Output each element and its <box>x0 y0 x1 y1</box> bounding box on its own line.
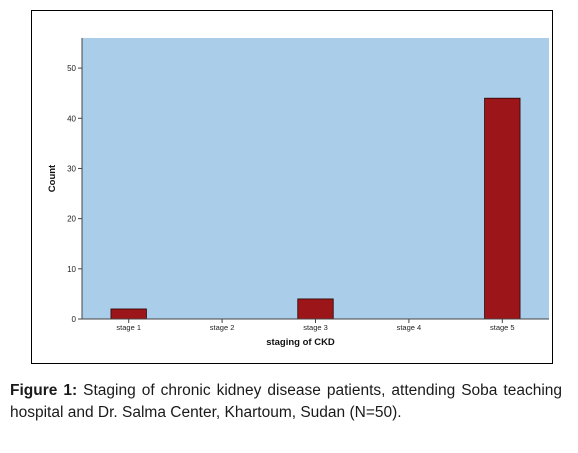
x-axis-title: staging of CKD <box>266 337 335 348</box>
y-tick-label: 30 <box>67 164 76 173</box>
figure-caption: Figure 1: Staging of chronic kidney dise… <box>10 380 562 424</box>
caption-label: Figure 1: <box>10 382 78 399</box>
x-tick-label: stage 5 <box>490 323 515 332</box>
y-tick-label: 10 <box>67 265 76 274</box>
y-tick-label: 20 <box>67 215 76 224</box>
x-tick-label: stage 2 <box>210 323 235 332</box>
y-tick-label: 0 <box>72 315 77 324</box>
y-axis-title: Count <box>47 164 58 192</box>
y-tick-label: 50 <box>67 64 76 73</box>
y-tick-label: 40 <box>67 114 76 123</box>
x-tick-label: stage 1 <box>116 323 141 332</box>
caption-text: Staging of chronic kidney disease patien… <box>10 382 562 421</box>
bar-stage-5 <box>484 97 521 320</box>
bar-stage-3 <box>297 298 334 320</box>
x-tick-label: stage 4 <box>397 323 422 332</box>
bar-stage-1 <box>110 308 147 320</box>
plot-area <box>82 38 549 319</box>
x-tick-label: stage 3 <box>303 323 328 332</box>
